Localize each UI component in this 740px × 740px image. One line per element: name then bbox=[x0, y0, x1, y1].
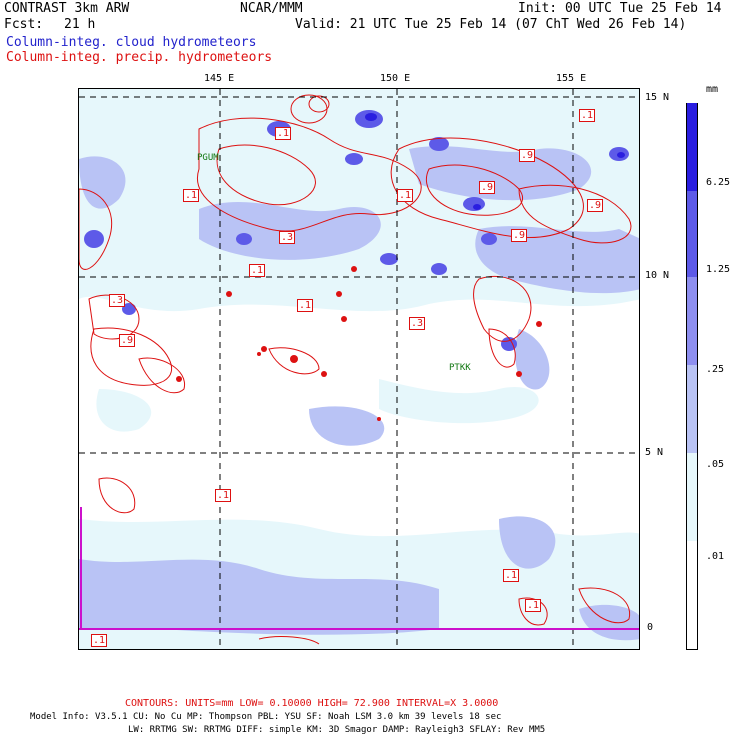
field-cloud-label: Column-integ. cloud hydrometeors bbox=[6, 35, 257, 50]
precip-cores bbox=[176, 266, 542, 421]
map-panel: .1 .1 .3 .1 .9 .3 .1 .1 .9 .1 .9 .9 .3 .… bbox=[78, 88, 640, 650]
model-title: CONTRAST 3km ARW bbox=[4, 1, 130, 16]
fcst-label: Fcst: bbox=[4, 17, 44, 32]
contour-label: .3 bbox=[109, 294, 126, 307]
contour-label: .3 bbox=[279, 231, 296, 244]
map-fields bbox=[79, 89, 639, 649]
model-info-line1: Model Info: V3.5.1 CU: No Cu MP: Thompso… bbox=[30, 712, 502, 722]
contour-label: .9 bbox=[479, 181, 496, 194]
colorbar-level: .05 bbox=[706, 459, 725, 470]
contour-label: .1 bbox=[183, 189, 200, 202]
contour-label: .1 bbox=[397, 189, 414, 202]
contour-label: .1 bbox=[249, 264, 266, 277]
station-ptkk: PTKK bbox=[449, 363, 471, 373]
colorbar-band-0-05 bbox=[686, 453, 698, 541]
contour-label: .1 bbox=[275, 127, 292, 140]
colorbar-band-0-25 bbox=[686, 365, 698, 453]
lat-label-10n: 10 N bbox=[645, 270, 670, 281]
lon-label-155: 155 E bbox=[556, 73, 587, 84]
station-pgum: PGUM bbox=[197, 153, 219, 163]
contour-label: .9 bbox=[519, 149, 536, 162]
colorbar-band-max bbox=[686, 103, 698, 191]
contour-label: .1 bbox=[91, 634, 108, 647]
contour-label: .1 bbox=[215, 489, 232, 502]
init-time: Init: 00 UTC Tue 25 Feb 14 bbox=[518, 1, 722, 16]
contour-label: .3 bbox=[409, 317, 426, 330]
colorbar-band-1-25 bbox=[686, 277, 698, 365]
lon-label-150: 150 E bbox=[380, 73, 411, 84]
fcst-value: 21 h bbox=[64, 17, 96, 32]
model-info-line2: LW: RRTMG SW: RRTMG DIFF: simple KM: 3D … bbox=[128, 725, 546, 735]
colorbar-level: 6.25 bbox=[706, 177, 731, 188]
colorbar-level: .01 bbox=[706, 551, 725, 562]
contour-label: .1 bbox=[579, 109, 596, 122]
colorbar-unit: mm bbox=[706, 84, 719, 95]
colorbar-level: .25 bbox=[706, 364, 725, 375]
lon-label-145: 145 E bbox=[204, 73, 235, 84]
lat-label-5n: 5 N bbox=[645, 447, 664, 458]
contour-label: .9 bbox=[587, 199, 604, 212]
lat-label-15n: 15 N bbox=[645, 92, 670, 103]
boundary-line bbox=[79, 507, 639, 630]
colorbar-level: 1.25 bbox=[706, 264, 731, 275]
field-precip-label: Column-integ. precip. hydrometeors bbox=[6, 50, 273, 65]
contour-label: .1 bbox=[503, 569, 520, 582]
contour-label: .1 bbox=[297, 299, 314, 312]
colorbar-band-0-01 bbox=[686, 541, 698, 650]
contour-label: .1 bbox=[525, 599, 542, 612]
valid-time: Valid: 21 UTC Tue 25 Feb 14 (07 ChT Wed … bbox=[295, 17, 687, 32]
contours-info: CONTOURS: UNITS=mm LOW= 0.10000 HIGH= 72… bbox=[125, 698, 499, 709]
center-label: NCAR/MMM bbox=[240, 1, 303, 16]
contour-label: .9 bbox=[511, 229, 528, 242]
colorbar-band-6-25 bbox=[686, 191, 698, 277]
contour-label: .9 bbox=[119, 334, 136, 347]
lat-label-0: 0 bbox=[647, 622, 654, 633]
